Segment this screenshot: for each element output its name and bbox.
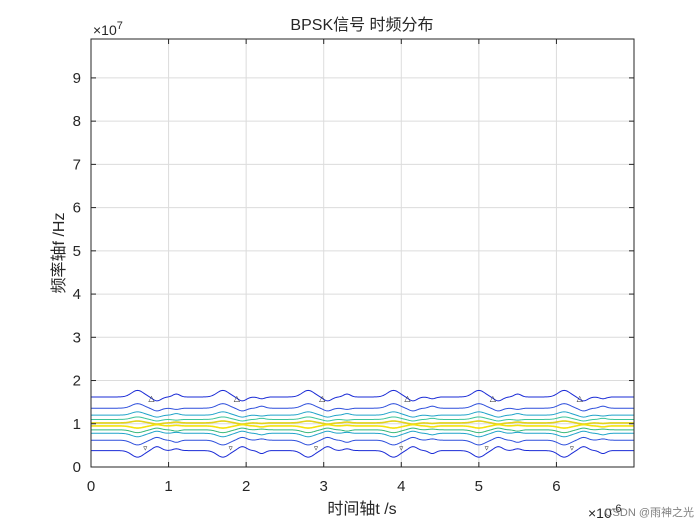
y-tick-label: 2 bbox=[73, 373, 81, 390]
contour-line-peak-upper bbox=[91, 420, 634, 425]
x-tick-label: 3 bbox=[320, 478, 328, 495]
contour-line-outer-lower bbox=[91, 446, 634, 458]
y-exponent-label: ×107 bbox=[93, 20, 123, 38]
y-tick-label: 9 bbox=[73, 70, 81, 87]
y-tick-label: 6 bbox=[73, 200, 81, 217]
y-tick-label: 1 bbox=[73, 416, 81, 433]
contour-marker: ▿ bbox=[570, 444, 574, 453]
y-tick-label: 3 bbox=[73, 329, 81, 346]
contour-marker: △ bbox=[577, 394, 584, 403]
contour-marker: ▿ bbox=[314, 444, 318, 453]
contour-marker: △ bbox=[490, 394, 497, 403]
contour-line-peak-lower bbox=[91, 423, 634, 429]
contour-line-inner-lower bbox=[91, 430, 634, 438]
x-tick-label: 4 bbox=[397, 478, 405, 495]
axis-ticks: 0 1 2 3 4 5 6 0 1 2 3 4 5 6 7 8 9 bbox=[73, 39, 634, 495]
contour-line-core-upper bbox=[91, 416, 634, 422]
y-tick-label: 8 bbox=[73, 113, 81, 130]
contour-marker: ▿ bbox=[399, 444, 403, 453]
contour-markers: △ △ △ △ △ △ ▿ ▿ ▿ ▿ ▿ ▿ bbox=[143, 394, 583, 453]
y-tick-label: 7 bbox=[73, 156, 81, 173]
plot-frame bbox=[90, 38, 635, 468]
contour-marker: △ bbox=[148, 394, 155, 403]
contour-marker: ▿ bbox=[229, 444, 233, 453]
contour-marker: △ bbox=[234, 394, 241, 403]
y-axis-title: 频率轴f /Hz bbox=[50, 213, 68, 294]
contour-marker: ▿ bbox=[485, 444, 489, 453]
chart-title: BPSK信号 时频分布 bbox=[290, 16, 433, 34]
x-tick-label: 1 bbox=[164, 478, 172, 495]
x-tick-label: 2 bbox=[242, 478, 250, 495]
plot-background bbox=[91, 39, 634, 467]
contour-marker: △ bbox=[319, 394, 326, 403]
y-tick-label: 0 bbox=[73, 459, 81, 476]
x-axis-title: 时间轴t /s bbox=[327, 500, 396, 518]
contour-line-core-lower bbox=[91, 427, 634, 434]
x-tick-label: 0 bbox=[87, 478, 95, 495]
watermark: CSDN @雨神之光 bbox=[605, 505, 694, 519]
contour-line-mid-upper bbox=[91, 403, 634, 412]
contour-plot bbox=[91, 389, 634, 458]
y-tick-label: 5 bbox=[73, 243, 81, 260]
contour-marker: △ bbox=[404, 394, 411, 403]
grid bbox=[91, 39, 634, 467]
y-tick-label: 4 bbox=[73, 286, 81, 303]
contour-line-inner-upper bbox=[91, 411, 634, 418]
x-tick-label: 5 bbox=[475, 478, 483, 495]
contour-line-mid-lower bbox=[91, 436, 634, 446]
contour-marker: ▿ bbox=[143, 444, 147, 453]
x-tick-label: 6 bbox=[552, 478, 560, 495]
contour-line-outer-upper bbox=[91, 389, 634, 402]
